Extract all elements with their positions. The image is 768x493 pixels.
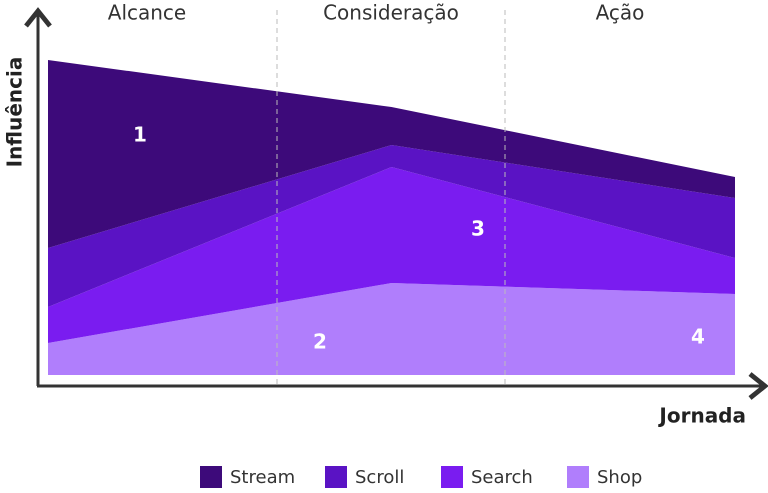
legend-swatch [325, 466, 347, 488]
legend-swatch [567, 466, 589, 488]
area [48, 60, 735, 248]
annotation: 4 [691, 325, 705, 349]
area [48, 283, 735, 375]
legend-label: Scroll [355, 467, 404, 488]
plot-area [48, 60, 735, 375]
area [48, 145, 735, 307]
legend-label: Stream [230, 467, 295, 488]
legend-swatch [441, 466, 463, 488]
x-axis-label: Jornada [657, 404, 746, 428]
annotation: 2 [313, 330, 327, 354]
area [48, 167, 735, 343]
legend: Stream Scroll Search Shop [200, 466, 642, 488]
legend-label: Shop [597, 467, 642, 488]
stage-label: Ação [596, 1, 645, 25]
legend-label: Search [471, 467, 533, 488]
annotation: 3 [471, 217, 485, 241]
stage-label: Alcance [108, 1, 186, 25]
stage-label: Consideração [323, 1, 459, 25]
legend-swatch [200, 466, 222, 488]
annotation: 1 [133, 123, 147, 147]
y-axis-label: Influência [3, 57, 27, 168]
